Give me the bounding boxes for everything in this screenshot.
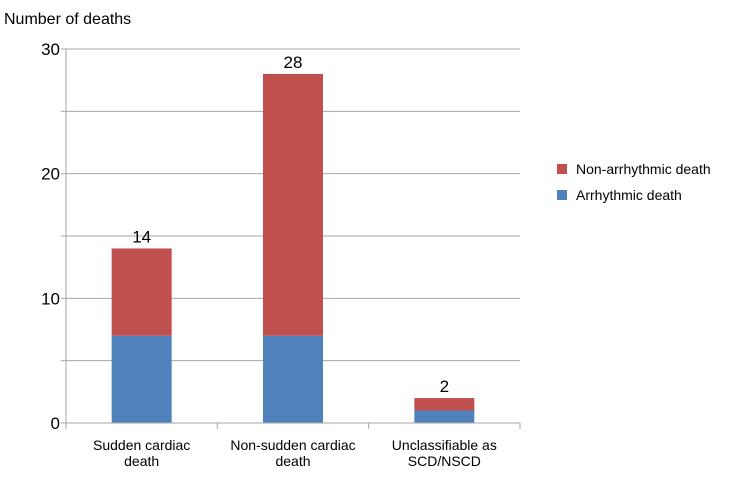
bar-total-label: 28 [284, 53, 303, 72]
category-label: Sudden cardiac [93, 437, 190, 453]
y-tick-label: 0 [51, 414, 60, 433]
bar-non-arrhythmic-death [263, 73, 323, 336]
bar-total-label: 14 [132, 227, 151, 246]
legend-label: Non-arrhythmic death [576, 161, 711, 177]
bars [111, 73, 475, 423]
bar-non-arrhythmic-death [111, 248, 172, 336]
y-axis-title: Number of deaths [4, 11, 131, 28]
bar-arrhythmic-death [111, 335, 172, 423]
bar-arrhythmic-death [414, 410, 475, 423]
category-label: SCD/NSCD [408, 453, 481, 469]
y-tick-label: 30 [41, 40, 60, 59]
legend-label: Arrhythmic death [576, 187, 682, 203]
bar-arrhythmic-death [263, 335, 323, 423]
bar-total-label: 2 [440, 377, 449, 396]
y-tick-label: 20 [41, 165, 60, 184]
legend: Non-arrhythmic death Arrhythmic death [557, 161, 711, 203]
legend-swatch [557, 164, 567, 174]
category-label: death [275, 453, 310, 469]
axes [61, 48, 521, 429]
legend-swatch [557, 190, 567, 200]
y-tick-label: 10 [41, 289, 60, 308]
category-label: Non-sudden cardiac [230, 437, 355, 453]
category-label: Unclassifiable as [392, 437, 497, 453]
bar-non-arrhythmic-death [414, 398, 475, 411]
category-label: death [124, 453, 159, 469]
